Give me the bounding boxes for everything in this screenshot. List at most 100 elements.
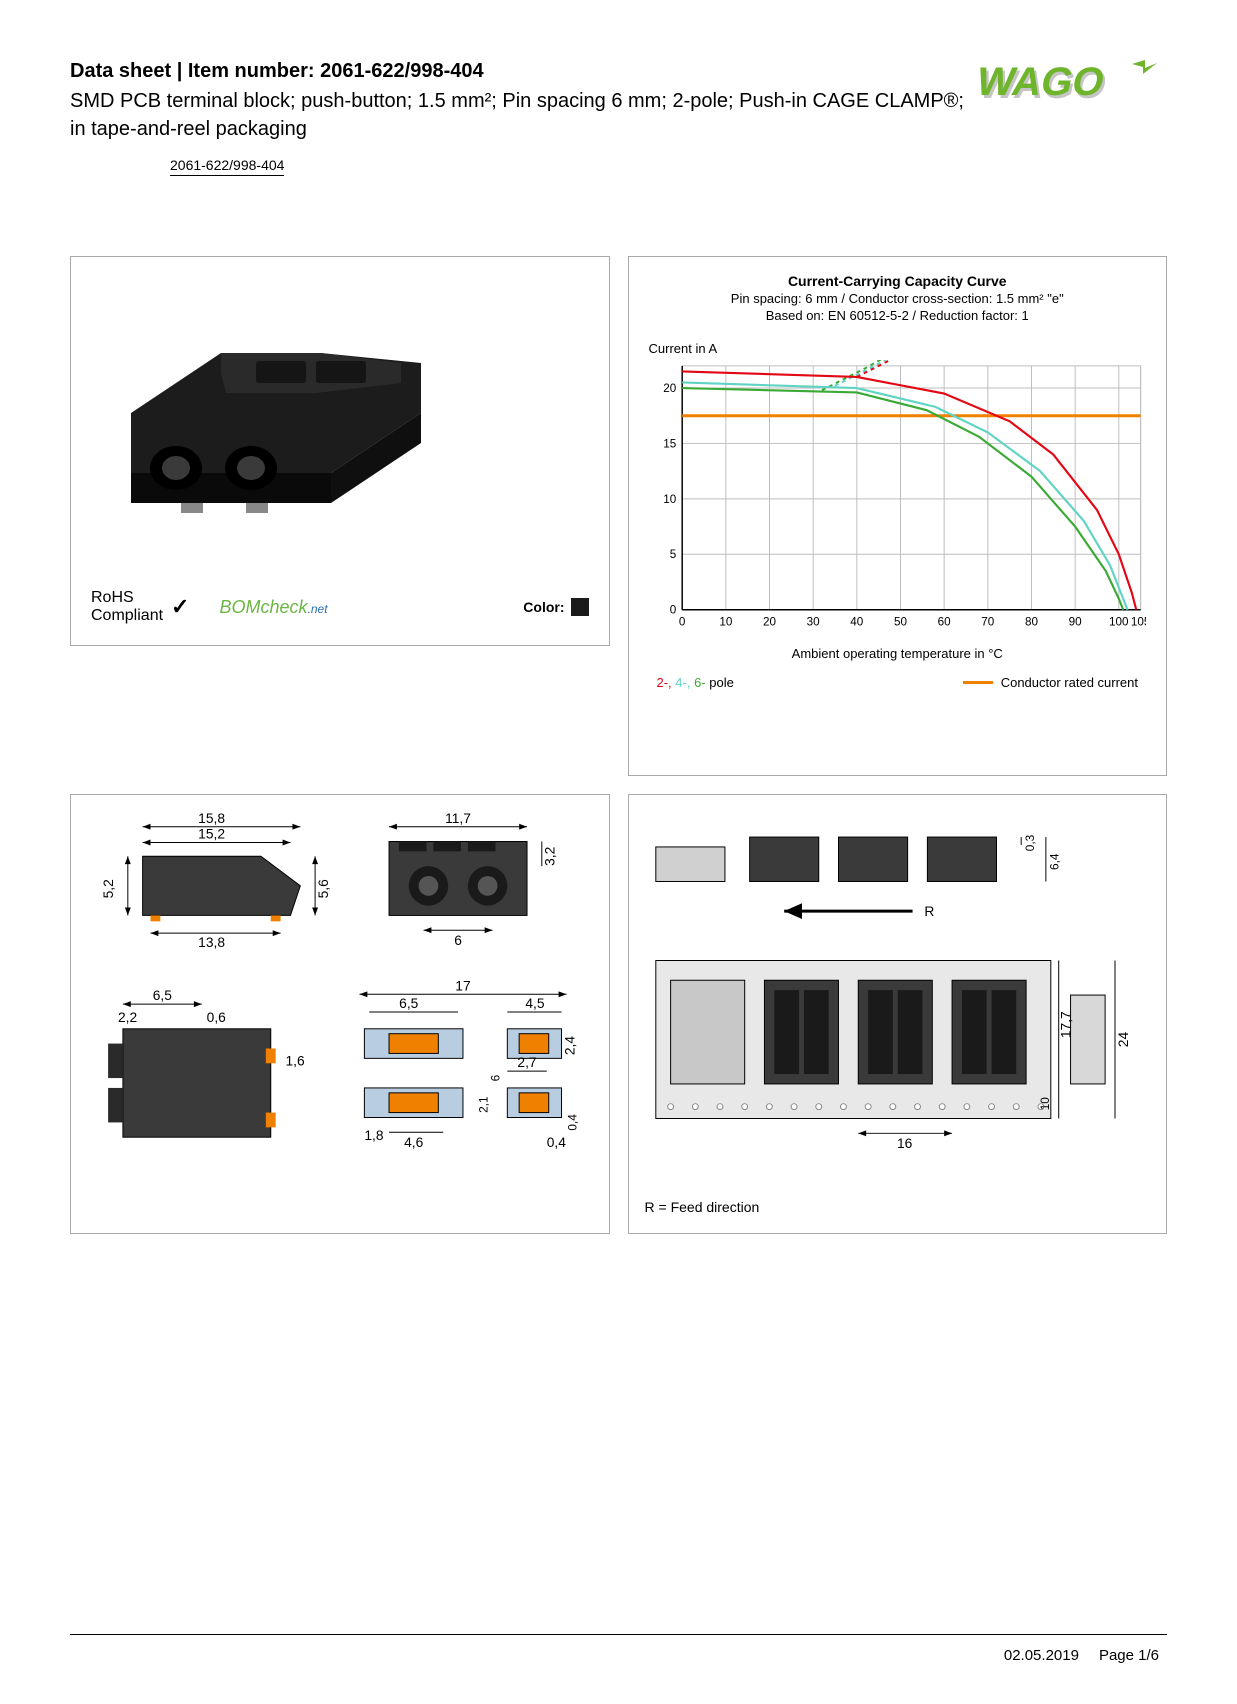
wago-logo-svg: WAGO WAGO bbox=[967, 60, 1167, 110]
dim-2-2: 2,2 bbox=[118, 1010, 137, 1025]
bomcheck-bom: BOM bbox=[219, 597, 260, 617]
dim-16: 16 bbox=[896, 1135, 912, 1151]
dim-24: 24 bbox=[1114, 1032, 1130, 1048]
feed-R: R bbox=[924, 903, 934, 919]
page-footer: 02.05.2019 Page 1/6 bbox=[70, 1647, 1167, 1664]
row1: RoHS Compliant ✓ BOMcheck.net Color: Cur… bbox=[70, 256, 1167, 776]
svg-text:100: 100 bbox=[1109, 615, 1129, 628]
dim-5-2: 5,2 bbox=[101, 879, 116, 898]
footer-page: Page 1/6 bbox=[1099, 1647, 1159, 1664]
dim-11-7: 11,7 bbox=[445, 811, 471, 826]
check-icon: ✓ bbox=[171, 594, 189, 620]
product-illustration bbox=[91, 323, 451, 543]
dim-15-8: 15,8 bbox=[198, 811, 225, 826]
title-sep: | bbox=[171, 60, 188, 82]
chart-title: Current-Carrying Capacity Curve bbox=[649, 273, 1147, 289]
chart-legend: 2-, 4-, 6- pole Conductor rated current bbox=[649, 675, 1147, 690]
color-swatch bbox=[571, 598, 589, 616]
dim-0-3: 0,3 bbox=[1023, 834, 1037, 851]
dim-2-4: 2,4 bbox=[562, 1036, 577, 1055]
dim-1-6: 1,6 bbox=[286, 1053, 305, 1068]
svg-text:20: 20 bbox=[663, 382, 677, 395]
legend-p2: 2-, bbox=[657, 675, 672, 690]
header-text-block: Data sheet | Item number: 2061-622/998-4… bbox=[70, 60, 967, 176]
svg-text:10: 10 bbox=[719, 615, 733, 628]
svg-text:40: 40 bbox=[850, 615, 864, 628]
dim-17-7: 17,7 bbox=[1057, 1011, 1073, 1038]
feed-caption: R = Feed direction bbox=[641, 1193, 1155, 1221]
chart-xlabel: Ambient operating temperature in °C bbox=[649, 646, 1147, 661]
dim-5-6: 5,6 bbox=[316, 879, 331, 898]
rohs-block: RoHS Compliant ✓ bbox=[91, 589, 189, 625]
svg-text:70: 70 bbox=[981, 615, 995, 628]
rohs-text: RoHS Compliant bbox=[91, 589, 163, 625]
dim-panel-left: 15,8 15,2 5,2 5,6 13,8 11,7 bbox=[70, 794, 610, 1234]
svg-text:10: 10 bbox=[663, 493, 677, 506]
bomcheck-logo: BOMcheck.net bbox=[219, 597, 327, 618]
svg-text:50: 50 bbox=[893, 615, 907, 628]
chart-area: Current in A 010203040506070809010010505… bbox=[649, 341, 1147, 661]
dim-left-svg: 15,8 15,2 5,2 5,6 13,8 11,7 bbox=[83, 807, 597, 1221]
svg-text:105: 105 bbox=[1130, 615, 1146, 628]
dim-6b: 6 bbox=[488, 1074, 502, 1081]
chart-ylabel: Current in A bbox=[649, 341, 1147, 356]
color-label: Color: bbox=[523, 599, 564, 615]
chart-panel: Current-Carrying Capacity Curve Pin spac… bbox=[628, 256, 1168, 776]
dim-6-5a: 6,5 bbox=[153, 988, 172, 1003]
footer-date: 02.05.2019 bbox=[1004, 1647, 1079, 1664]
dim-13-8: 13,8 bbox=[198, 935, 225, 950]
svg-text:WAGO: WAGO bbox=[973, 60, 1109, 104]
svg-text:0: 0 bbox=[678, 615, 685, 628]
rohs-line2: Compliant bbox=[91, 607, 163, 625]
svg-text:80: 80 bbox=[1024, 615, 1038, 628]
legend-rated-label: Conductor rated current bbox=[1001, 675, 1138, 690]
svg-text:0: 0 bbox=[669, 604, 676, 617]
legend-pole-word: pole bbox=[709, 675, 734, 690]
svg-text:30: 30 bbox=[806, 615, 820, 628]
bomcheck-net: .net bbox=[308, 602, 328, 616]
product-panel: RoHS Compliant ✓ BOMcheck.net Color: bbox=[70, 256, 610, 646]
dim-6-5b: 6,5 bbox=[399, 996, 418, 1011]
chart-sub2: Based on: EN 60512-5-2 / Reduction facto… bbox=[649, 308, 1147, 323]
item-number-underlined: 2061-622/998-404 bbox=[170, 157, 284, 176]
legend-p4: 4-, bbox=[675, 675, 690, 690]
rohs-line1: RoHS bbox=[91, 589, 163, 607]
dim-10: 10 bbox=[1037, 1097, 1051, 1111]
dim-0-4b: 0,4 bbox=[565, 1114, 579, 1131]
chart-sub1: Pin spacing: 6 mm / Conductor cross-sect… bbox=[649, 291, 1147, 306]
dim-6-4: 6,4 bbox=[1047, 853, 1061, 870]
product-image bbox=[91, 277, 589, 589]
product-footer: RoHS Compliant ✓ BOMcheck.net Color: bbox=[91, 589, 589, 625]
dim-17: 17 bbox=[455, 978, 470, 993]
title-item-number: 2061-622/998-404 bbox=[320, 60, 483, 82]
dim-2-7: 2,7 bbox=[517, 1055, 536, 1070]
color-block: Color: bbox=[523, 598, 588, 616]
legend-rated: Conductor rated current bbox=[963, 675, 1138, 690]
dim-15-2: 15,2 bbox=[198, 827, 225, 842]
row2: 15,8 15,2 5,2 5,6 13,8 11,7 bbox=[70, 794, 1167, 1234]
legend-poles: 2-, 4-, 6- pole bbox=[657, 675, 734, 690]
subtitle: SMD PCB terminal block; push-button; 1.5… bbox=[70, 87, 967, 143]
chart-svg: 010203040506070809010010505101520 bbox=[649, 360, 1147, 633]
dim-1-8: 1,8 bbox=[364, 1128, 383, 1143]
svg-text:20: 20 bbox=[762, 615, 776, 628]
dim-2-1: 2,1 bbox=[477, 1096, 491, 1112]
dim-6: 6 bbox=[454, 933, 462, 948]
title-item-label: Item number: bbox=[188, 60, 320, 82]
dim-4-5: 4,5 bbox=[525, 996, 544, 1011]
dim-right-svg: 0,3 6,4 R bbox=[641, 807, 1155, 1193]
dim-panel-right: 0,3 6,4 R bbox=[628, 794, 1168, 1234]
dim-0-4a: 0,4 bbox=[547, 1135, 566, 1150]
legend-p6: 6- bbox=[694, 675, 706, 690]
svg-text:5: 5 bbox=[669, 548, 676, 561]
bomcheck-check: check bbox=[260, 597, 307, 617]
dim-0-6: 0,6 bbox=[207, 1010, 226, 1025]
dim-3-2: 3,2 bbox=[543, 847, 558, 866]
dim-4-6: 4,6 bbox=[404, 1135, 423, 1150]
page-header: Data sheet | Item number: 2061-622/998-4… bbox=[70, 60, 1167, 176]
wago-logo: WAGO WAGO bbox=[967, 60, 1167, 115]
title-line: Data sheet | Item number: 2061-622/998-4… bbox=[70, 60, 967, 83]
rated-line-icon bbox=[963, 681, 993, 684]
svg-text:90: 90 bbox=[1068, 615, 1082, 628]
footer-rule bbox=[70, 1634, 1167, 1635]
